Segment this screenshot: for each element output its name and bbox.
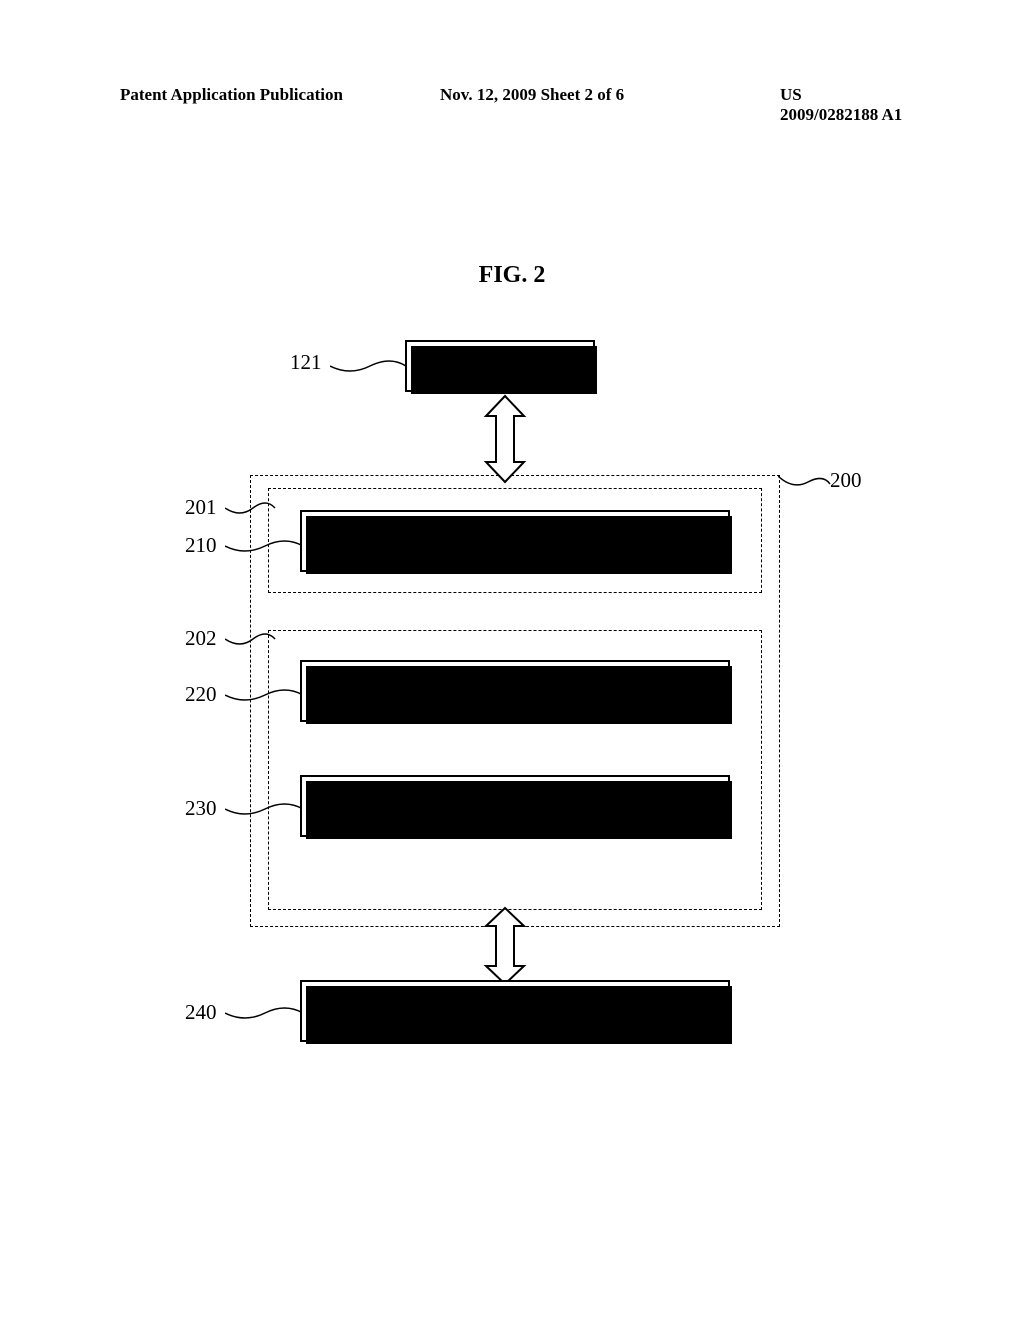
ref-240: 240 — [185, 1000, 217, 1025]
ftl-label: Flash Translation Layer — [302, 662, 728, 720]
arrow-host-to-container — [482, 394, 528, 484]
fil-label: Flash Interface Layer — [302, 777, 728, 835]
header-left: Patent Application Publication — [120, 85, 343, 105]
header-center: Nov. 12, 2009 Sheet 2 of 6 — [440, 85, 624, 105]
host-interface-layer-box: Host Interface Layer — [300, 510, 730, 572]
header-right: US 2009/0282188 A1 — [780, 85, 904, 125]
leader-121 — [330, 358, 408, 378]
page-header: Patent Application Publication Nov. 12, … — [120, 85, 904, 105]
hil-label: Host Interface Layer — [302, 512, 728, 570]
ref-201: 201 — [185, 495, 217, 520]
ref-121: 121 — [290, 350, 322, 375]
ref-202: 202 — [185, 626, 217, 651]
leader-240 — [225, 1005, 305, 1025]
ref-220: 220 — [185, 682, 217, 707]
ref-230: 230 — [185, 796, 217, 821]
host-label: Host — [407, 342, 593, 390]
ref-210: 210 — [185, 533, 217, 558]
figure-title: FIG. 2 — [0, 262, 1024, 289]
arrow-fil-to-flash — [482, 906, 528, 986]
flash-memory-box: Flash Memory — [300, 980, 730, 1042]
diagram-area: Host Host Interface Layer Flash Translat… — [170, 340, 870, 1060]
flash-label: Flash Memory — [302, 982, 728, 1040]
ref-200: 200 — [830, 468, 862, 493]
flash-translation-layer-box: Flash Translation Layer — [300, 660, 730, 722]
flash-interface-layer-box: Flash Interface Layer — [300, 775, 730, 837]
leader-200 — [778, 472, 833, 494]
host-box: Host — [405, 340, 595, 392]
